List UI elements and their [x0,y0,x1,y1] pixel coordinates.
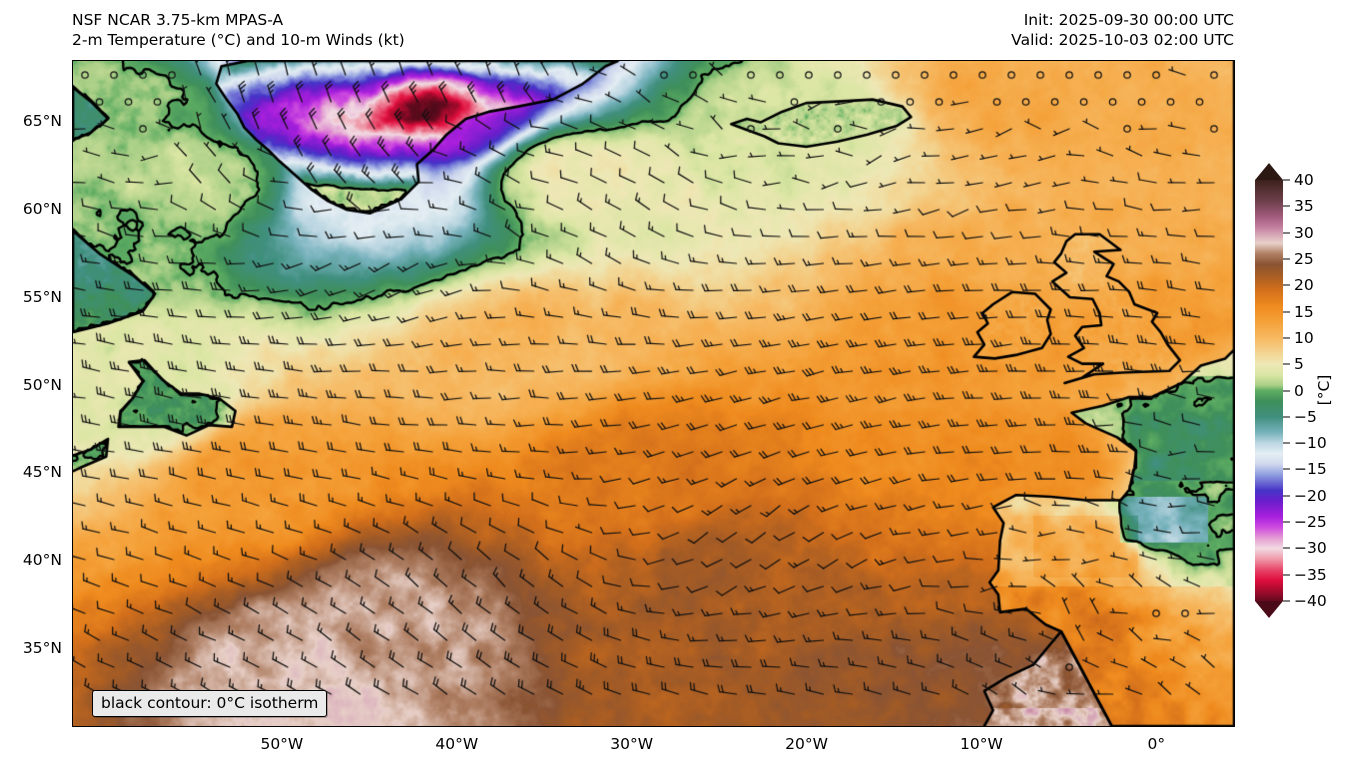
init-time-label: Init: 2025-09-30 00:00 UTC [1023,11,1234,29]
ytick-label: 55°N [22,287,62,306]
xtick-label: 50°W [260,735,304,753]
xtick-label: 20°W [785,735,828,753]
colorbar-extend-min-arrow [1255,601,1283,618]
colorbar-tick-mark [1283,600,1290,602]
colorbar-tick-mark [1283,337,1290,339]
xtick-label: 0° [1147,735,1166,753]
ytick-label: 40°N [22,551,62,570]
colorbar-tick-label: 0 [1294,381,1304,400]
colorbar-gradient [1255,180,1283,601]
colorbar-tick-mark [1283,442,1290,444]
colorbar-tick-mark [1283,179,1290,181]
ytick-label: 35°N [22,639,62,657]
colorbar-tick-label: −35 [1294,565,1327,584]
colorbar-tick-mark [1283,416,1290,418]
page-title: NSF NCAR 3.75-km MPAS-A 2-m Temperature … [72,10,405,50]
colorbar-tick-label: −30 [1294,539,1327,558]
colorbar-extend-max-arrow [1255,163,1283,180]
colorbar-tick-label: 30 [1294,223,1314,242]
colorbar-tick-mark [1283,258,1290,260]
colorbar-tick-label: −40 [1294,592,1327,610]
colorbar-tick-label: 15 [1294,302,1314,321]
colorbar-tick-mark [1283,205,1290,207]
map-plot-area[interactable] [72,60,1235,727]
valid-time-label: Valid: 2025-10-03 02:00 UTC [1011,31,1234,49]
colorbar-tick-mark [1283,521,1290,523]
colorbar-tick-mark [1283,390,1290,391]
colorbar-tick-label: −15 [1294,460,1327,479]
xtick-label: 10°W [960,735,1003,753]
ytick-label: 50°N [22,375,62,394]
colorbar-tick-label: −20 [1294,486,1327,505]
colorbar-tick-label: 10 [1294,328,1314,347]
xtick-label: 30°W [610,735,654,753]
field-description-line: 2-m Temperature (°C) and 10-m Winds (kt) [72,31,405,49]
colorbar-tick-label: 5 [1294,355,1304,374]
colorbar-tick-mark [1283,232,1290,234]
ytick-label: 60°N [22,200,62,219]
colorbar-tick-mark [1283,363,1290,365]
colorbar-tick-label: 20 [1294,276,1314,295]
temperature-field-canvas [73,61,1234,726]
colorbar-tick-mark [1283,468,1290,470]
colorbar-tick-label: 25 [1294,249,1314,268]
colorbar-unit-label: [°C] [1315,374,1333,406]
colorbar-tick-mark [1283,574,1290,576]
colorbar-tick-label: −25 [1294,513,1327,532]
model-name-line: NSF NCAR 3.75-km MPAS-A [72,11,284,29]
colorbar-tick-label: −5 [1294,407,1317,426]
ytick-label: 45°N [22,463,62,482]
colorbar-tick-mark [1283,547,1290,549]
colorbar-tick-mark [1283,495,1290,497]
colorbar-tick-mark [1283,284,1290,286]
xtick-label: 40°W [435,735,479,753]
colorbar-tick-label: 40 [1294,171,1314,189]
colorbar-tick-mark [1283,311,1290,313]
colorbar-tick-label: −10 [1294,434,1327,453]
colorbar-tick-label: 35 [1294,197,1314,216]
ytick-label: 65°N [22,112,62,131]
run-metadata: Init: 2025-09-30 00:00 UTC Valid: 2025-1… [1011,10,1234,50]
contour-legend-note: black contour: 0°C isotherm [92,690,328,717]
colorbar[interactable] [1255,163,1283,618]
